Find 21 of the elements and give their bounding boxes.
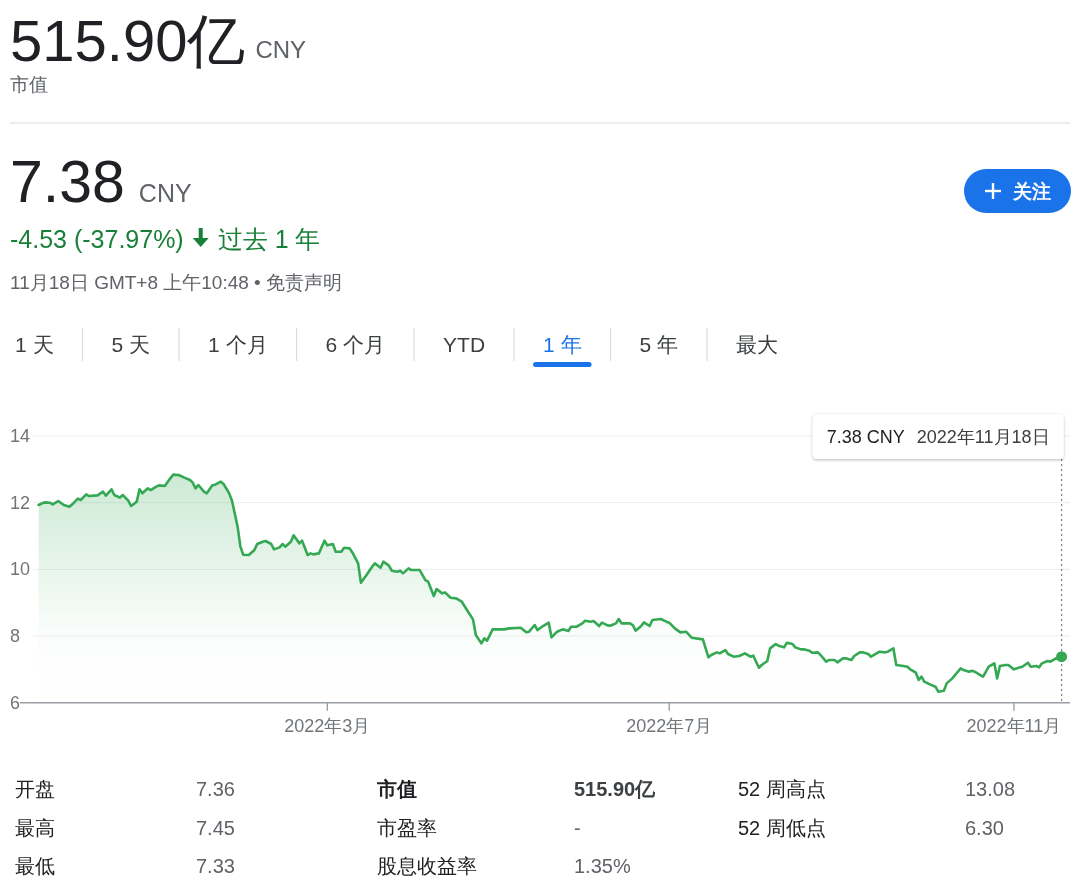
y-tick-label: 12 <box>10 492 31 513</box>
y-tick-label: 6 <box>10 692 21 713</box>
x-tick-label: 2022年7月 <box>626 716 713 736</box>
y-tick-label: 14 <box>10 426 31 446</box>
text: CNY <box>138 179 192 207</box>
x-tick-label: 2022年11月 <box>966 716 1062 736</box>
range-tabs: 1 天 5 天 1 个月 6 个月 YTD 1 年 5 年 最大 <box>15 327 779 367</box>
text: CNY <box>255 36 307 63</box>
chart-title: 515.90亿 <box>10 8 246 73</box>
text: 过去 1 年 <box>217 225 321 253</box>
y-tick-label: 8 <box>10 626 21 647</box>
ref-line-label: 2022年11月18日 <box>916 427 1050 447</box>
y-tick-label: 10 <box>10 559 31 580</box>
text: 7.38 <box>10 149 125 215</box>
chart-subtitle: 市值 <box>10 74 48 95</box>
annotation: 7.38 CNY <box>826 427 905 447</box>
text: 11月18日 GMT+8 上午10:48 • 免责声明 <box>10 272 343 293</box>
button-follow: 关注 <box>964 169 1071 213</box>
key-stats: 开盘 7.36 市值 515.90亿 52 周高点 13.08 最高 7.45 市盈率 - 52 周低点 6.30 最低 7.33 股息收益率 1.35% <box>15 778 1016 877</box>
x-tick-label: 2022年3月 <box>284 716 371 736</box>
text: -4.53 (-37.97%) <box>10 225 184 253</box>
